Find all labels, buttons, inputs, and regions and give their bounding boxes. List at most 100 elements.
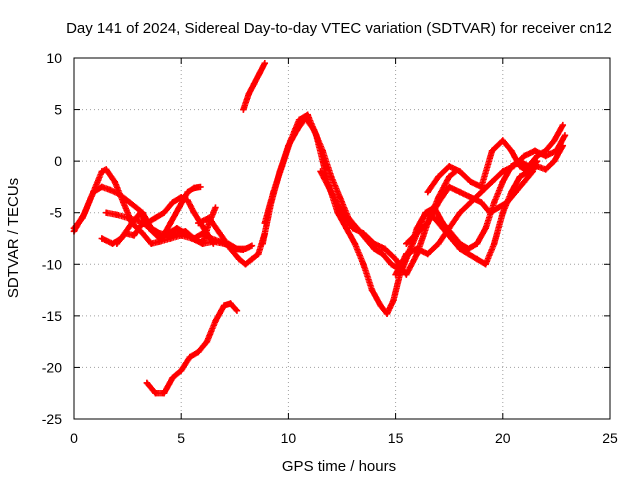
data-point xyxy=(240,106,247,113)
series-track-9 xyxy=(261,111,567,317)
data-point xyxy=(482,224,489,232)
data-point xyxy=(130,232,138,239)
data-point xyxy=(233,245,241,253)
data-point xyxy=(90,188,97,196)
data-point xyxy=(268,199,275,206)
data-point xyxy=(446,183,453,191)
data-point xyxy=(242,261,249,268)
series-track-5 xyxy=(113,204,219,247)
data-point xyxy=(424,250,431,258)
data-point xyxy=(152,390,159,397)
data-point xyxy=(250,80,258,87)
data-point xyxy=(343,224,350,232)
data-point xyxy=(255,250,262,258)
data-point xyxy=(111,178,118,185)
data-point xyxy=(551,157,558,165)
data-point xyxy=(195,348,202,356)
data-point xyxy=(126,199,133,206)
data-point xyxy=(160,209,168,216)
data-point xyxy=(259,240,266,247)
data-point xyxy=(456,240,464,247)
data-point xyxy=(147,224,155,232)
series-track-12 xyxy=(392,132,569,278)
data-point xyxy=(377,302,384,309)
data-point xyxy=(488,147,496,155)
data-point xyxy=(424,219,431,227)
data-point xyxy=(379,250,386,258)
series-track-4 xyxy=(102,194,217,247)
series-track-6 xyxy=(195,214,269,268)
data-point xyxy=(439,219,446,227)
data-point xyxy=(190,235,198,242)
data-point xyxy=(491,199,498,206)
data-point xyxy=(216,230,223,237)
data-point xyxy=(173,230,181,237)
data-point xyxy=(235,255,243,263)
data-point xyxy=(446,163,453,170)
data-point xyxy=(456,188,464,196)
y-tick-label: -15 xyxy=(42,308,62,324)
data-point xyxy=(98,183,106,191)
data-point xyxy=(360,230,367,237)
data-point xyxy=(499,137,506,144)
data-point xyxy=(508,147,515,155)
data-point xyxy=(553,147,560,155)
y-tick-label: -5 xyxy=(50,205,63,221)
data-point xyxy=(390,297,397,304)
data-point xyxy=(368,286,376,294)
data-point xyxy=(516,163,524,170)
data-point xyxy=(446,224,453,232)
data-point xyxy=(139,230,146,237)
data-point xyxy=(220,302,228,309)
data-point xyxy=(245,90,252,98)
series-markers xyxy=(261,111,566,317)
data-point xyxy=(184,197,191,204)
data-point xyxy=(203,338,211,345)
data-point xyxy=(456,168,464,175)
data-point xyxy=(79,214,86,222)
data-point xyxy=(336,194,344,201)
data-point xyxy=(143,379,151,387)
data-point xyxy=(533,157,541,165)
data-point xyxy=(178,194,185,201)
data-point xyxy=(478,199,485,206)
data-point xyxy=(467,194,474,201)
series-track-8 xyxy=(143,300,241,397)
data-point xyxy=(328,173,335,180)
data-point xyxy=(542,152,549,160)
data-point xyxy=(370,240,378,247)
y-tick-label: -20 xyxy=(42,359,62,375)
data-point xyxy=(413,230,421,237)
data-point xyxy=(491,240,498,247)
data-point xyxy=(205,214,213,222)
data-point xyxy=(137,209,144,216)
x-tick-label: 25 xyxy=(602,430,618,446)
x-tick-label: 20 xyxy=(495,430,511,446)
data-point xyxy=(435,240,442,247)
data-point xyxy=(210,240,217,247)
data-point xyxy=(102,209,110,216)
data-point xyxy=(302,114,309,122)
data-point xyxy=(216,238,223,245)
data-point xyxy=(516,173,524,180)
data-point xyxy=(165,232,172,239)
data-point xyxy=(156,230,163,237)
y-axis-label: SDTVAR / TECUs xyxy=(5,178,22,298)
data-point xyxy=(98,235,106,242)
data-point xyxy=(559,121,567,129)
data-point xyxy=(381,245,389,253)
x-tick-label: 0 xyxy=(70,430,78,446)
y-tick-label: -10 xyxy=(42,256,62,272)
data-point xyxy=(102,166,110,173)
data-point xyxy=(160,390,168,397)
data-point xyxy=(473,255,481,263)
data-point xyxy=(486,209,494,216)
data-point xyxy=(182,228,189,235)
data-point xyxy=(227,245,234,253)
data-point xyxy=(403,271,410,278)
data-point xyxy=(349,224,356,232)
plot-frame xyxy=(73,57,611,420)
data-point xyxy=(482,261,489,268)
data-point xyxy=(383,310,391,317)
x-tick-label: 15 xyxy=(388,430,404,446)
